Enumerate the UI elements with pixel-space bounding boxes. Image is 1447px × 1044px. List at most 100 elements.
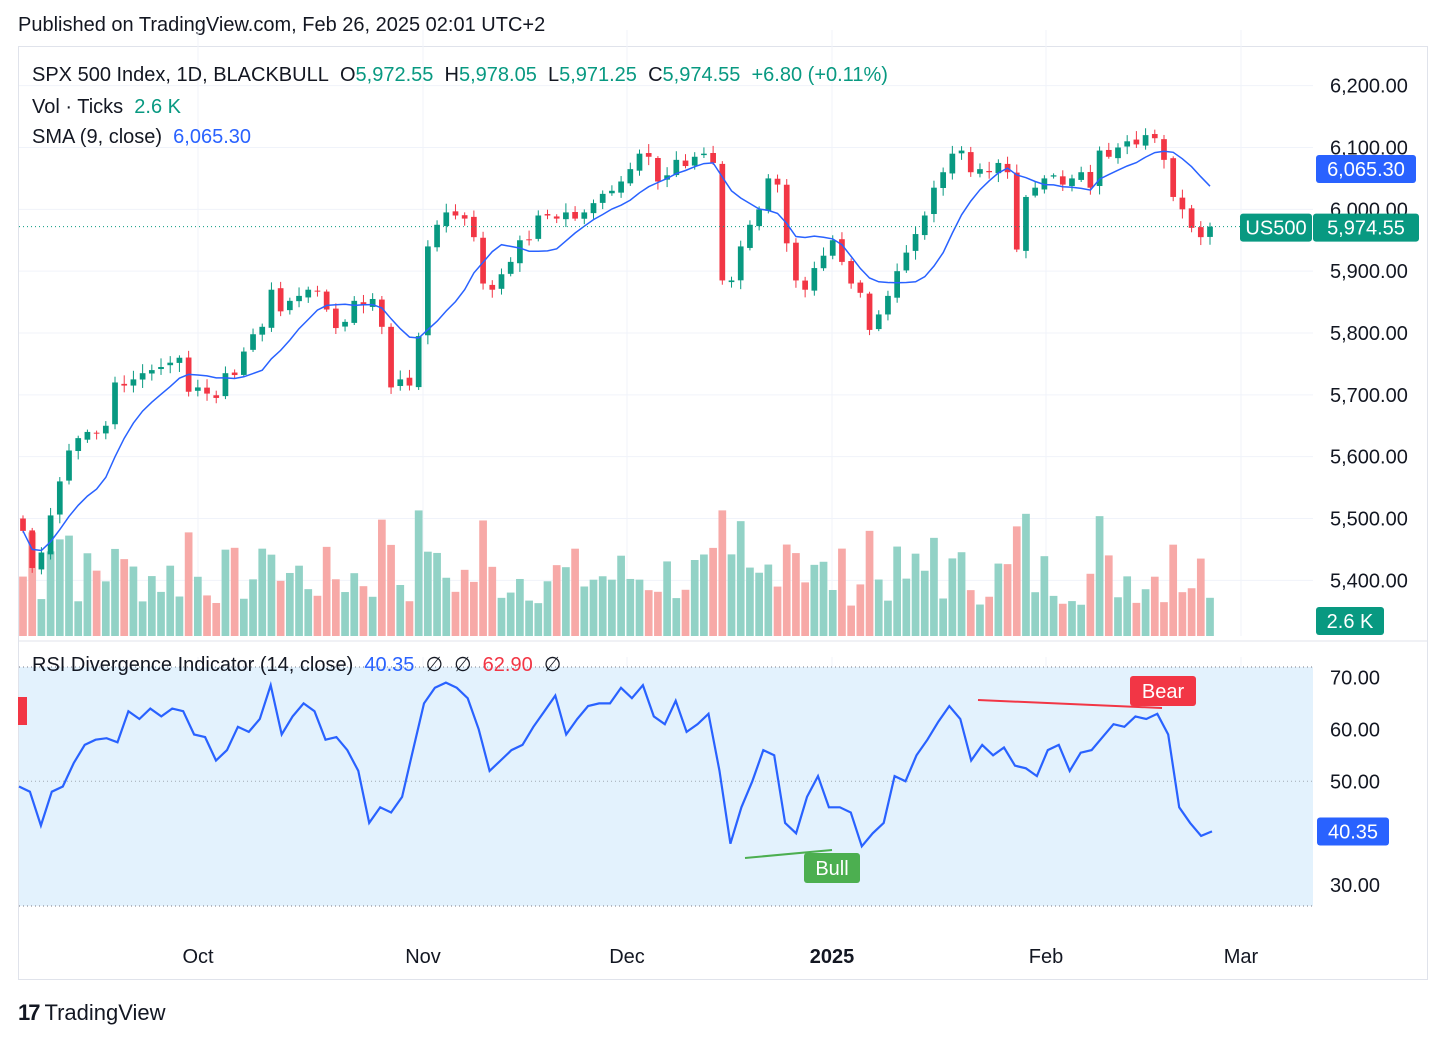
candle-body <box>452 211 459 216</box>
candle-body <box>885 295 891 315</box>
candle-body <box>1078 172 1085 180</box>
candle-body <box>774 178 781 185</box>
candle-body <box>1069 178 1075 187</box>
bear-label-bg <box>1130 676 1196 706</box>
candle-body <box>848 261 854 284</box>
volume-badge: 2.6 K <box>1327 611 1374 633</box>
candle-body <box>747 224 753 248</box>
volume-bar <box>28 532 37 636</box>
volume-bar <box>792 553 800 636</box>
volume-bar <box>460 569 469 636</box>
time-axis-tick: Dec <box>609 946 645 968</box>
candle-body <box>903 252 910 271</box>
candle-body <box>664 175 670 180</box>
volume-bar <box>129 566 138 636</box>
candle-body <box>121 383 128 386</box>
candle-body <box>517 240 523 264</box>
volume-bar <box>1068 601 1076 636</box>
chart-frame[interactable] <box>18 46 1428 980</box>
candle-body <box>1179 197 1186 210</box>
candle-body <box>875 314 882 330</box>
bull-label-bg <box>804 853 860 883</box>
symbol-label[interactable]: SPX 500 Index, 1D, BLACKBULL <box>32 64 329 86</box>
candle-body <box>1207 226 1213 237</box>
volume-bar <box>212 602 221 636</box>
time-axis-tick: Feb <box>1029 946 1063 968</box>
volume-bar <box>221 549 230 636</box>
candle-body <box>627 169 634 184</box>
volume-bar <box>120 559 129 636</box>
volume-bar <box>368 596 377 636</box>
volume-bar <box>617 555 625 636</box>
candle-body <box>415 336 422 388</box>
rsi-axis-tick: 70.00 <box>1330 667 1380 689</box>
candle-body <box>397 379 404 386</box>
rsi-axis-tick: 30.00 <box>1330 875 1380 897</box>
candle-body <box>333 308 339 329</box>
volume-label[interactable]: Vol · Ticks <box>32 96 124 118</box>
volume-bar <box>644 590 653 636</box>
volume-bar <box>1003 564 1012 636</box>
bull-label: Bull <box>815 858 848 880</box>
candle-body <box>783 184 790 244</box>
rsi-value-badge: 40.35 <box>1328 821 1378 843</box>
candle-body <box>1087 171 1094 188</box>
volume-bar <box>230 547 239 636</box>
volume-bar <box>1104 555 1113 636</box>
candle-body <box>526 239 532 241</box>
candle-body <box>434 224 440 248</box>
candle-body <box>756 209 762 227</box>
price-axis-tick: 5,400.00 <box>1330 570 1408 592</box>
volume-bar <box>424 551 432 636</box>
candle-body <box>691 156 698 166</box>
price-axis-tick: 5,700.00 <box>1330 385 1408 407</box>
volume-bar <box>350 573 359 636</box>
candle-body <box>102 425 109 434</box>
candle-body <box>1142 135 1149 146</box>
rsi-label[interactable]: RSI Divergence Indicator (14, close) <box>32 654 354 676</box>
candle-body <box>314 290 321 292</box>
candle-body <box>977 169 983 174</box>
low-label: L <box>547 64 560 86</box>
volume-bar <box>1095 516 1104 636</box>
symbol-badge: US500 <box>1245 218 1306 240</box>
price-axis-tick: 5,900.00 <box>1330 261 1408 283</box>
candle-body <box>351 300 358 323</box>
volume-bar <box>948 558 957 636</box>
volume-bar <box>608 579 616 636</box>
brand-text: TradingView <box>44 1000 166 1025</box>
candle-body <box>958 150 965 154</box>
candle-body <box>1188 208 1195 228</box>
volume-bar <box>276 580 285 636</box>
tradingview-logo-icon: 17 <box>18 1000 41 1025</box>
volume-bar <box>405 601 414 636</box>
candle-body <box>839 239 845 262</box>
candle-body <box>609 190 615 194</box>
candle-body <box>1023 196 1029 251</box>
volume-bar <box>111 548 119 636</box>
volume-bar <box>994 563 1003 636</box>
volume-bar <box>1031 592 1040 636</box>
candle-body <box>112 382 118 425</box>
candle-body <box>986 170 993 173</box>
candle-body <box>921 215 928 236</box>
sma-label[interactable]: SMA (9, close) <box>32 126 163 148</box>
volume-bar <box>1150 576 1159 636</box>
volume-bar <box>1123 576 1132 636</box>
volume-bar <box>184 532 193 636</box>
footer-brand[interactable]: 17 TradingView <box>18 1000 166 1026</box>
volume-bar <box>709 547 717 636</box>
volume-bar <box>46 551 55 636</box>
volume-bar <box>819 561 828 636</box>
rsi-band-bg <box>19 667 1313 906</box>
candle-body <box>535 215 542 239</box>
volume-bar <box>322 546 331 636</box>
volume-bar <box>534 603 543 636</box>
time-axis-tick: 2025 <box>810 946 855 968</box>
volume-bar <box>341 592 349 636</box>
candle-body <box>682 160 689 167</box>
volume-bar <box>157 591 165 636</box>
volume-bar <box>810 564 819 636</box>
sma-price-badge-bg <box>1316 154 1416 183</box>
